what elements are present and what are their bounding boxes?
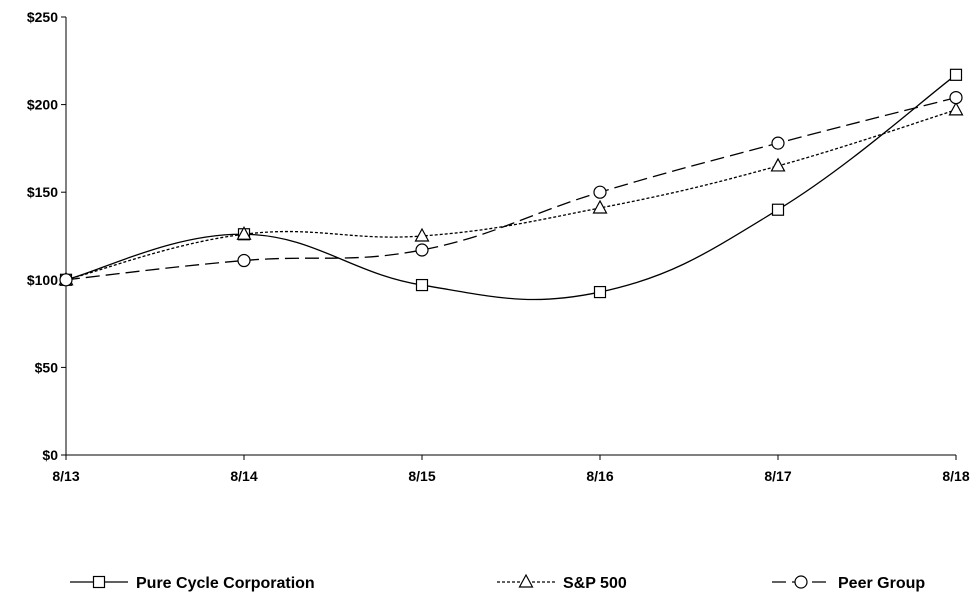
chart-series (58, 68, 964, 301)
series-peer-group (59, 90, 963, 287)
data-point-peer-group (771, 136, 785, 150)
data-point-peer-group (949, 90, 963, 105)
legend-marker-pure-cycle-corporation (92, 575, 106, 589)
legend-label-peer-group: Peer Group (838, 575, 925, 592)
x-tick-label: 8/15 (408, 468, 435, 484)
chart-axes (65, 17, 956, 456)
data-point-peer-group (59, 273, 73, 287)
data-point-peer-group (593, 185, 607, 199)
x-tick-label: 8/18 (942, 468, 969, 484)
y-tick-label: $250 (27, 9, 58, 25)
y-tick-label: $100 (27, 272, 58, 288)
x-tick-label: 8/13 (52, 468, 79, 484)
data-point-pure-cycle-corporation (949, 68, 963, 81)
y-axis-ticks: $0 $50 $100 $150 $200 $250 (27, 9, 66, 463)
legend-item-s-p-500: S&P 500 (497, 573, 627, 592)
legend-item-peer-group: Peer Group (772, 575, 925, 592)
y-tick-label: $150 (27, 184, 58, 200)
legend-item-pure-cycle-corporation: Pure Cycle Corporation (70, 575, 315, 592)
series-pure-cycle-corporation (59, 68, 963, 301)
legend-label-pure-cycle-corporation: Pure Cycle Corporation (136, 575, 315, 592)
x-tick-label: 8/14 (230, 468, 257, 484)
legend-marker-peer-group (794, 575, 808, 589)
data-point-s-p-500 (236, 225, 252, 240)
data-point-s-p-500 (414, 227, 430, 242)
data-point-s-p-500 (770, 157, 786, 172)
legend-marker-s-p-500 (518, 573, 534, 588)
x-tick-label: 8/16 (586, 468, 613, 484)
y-tick-label: $50 (35, 359, 59, 375)
series-line-peer-group (65, 96, 957, 281)
data-point-pure-cycle-corporation (771, 203, 785, 216)
data-point-s-p-500 (948, 101, 964, 116)
x-axis-ticks: 8/13 8/14 8/15 8/16 8/17 8/18 (52, 455, 970, 484)
chart-legend: Pure Cycle Corporation S&P 500 Peer Group (70, 573, 925, 592)
x-tick-label: 8/17 (764, 468, 791, 484)
data-point-peer-group (237, 253, 251, 268)
data-point-pure-cycle-corporation (593, 285, 607, 299)
data-point-peer-group (415, 243, 429, 257)
legend-label-s-p-500: S&P 500 (563, 575, 627, 592)
y-tick-label: $200 (27, 97, 58, 113)
data-point-pure-cycle-corporation (415, 278, 429, 292)
data-point-s-p-500 (592, 199, 608, 214)
y-tick-label: $0 (42, 447, 58, 463)
series-line-s-p-500 (65, 109, 957, 281)
series-line-pure-cycle-corporation (65, 74, 957, 301)
